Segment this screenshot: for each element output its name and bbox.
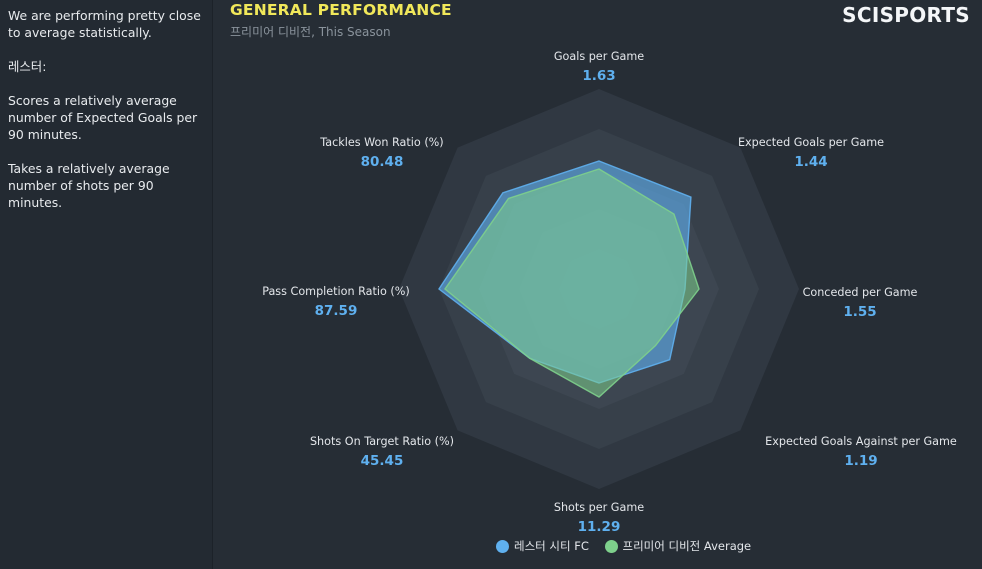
axis-value: 1.19 xyxy=(844,453,877,469)
team-heading: 레스터: xyxy=(8,59,47,74)
radar-series-average xyxy=(444,168,700,398)
sidebar: We are performing pretty close to averag… xyxy=(0,0,213,569)
legend-average-label: 프리미어 디비전 Average xyxy=(622,539,752,553)
axis-label: Shots On Target Ratio (%) xyxy=(310,435,454,448)
shots-insight-text: Takes a relatively average number of sho… xyxy=(8,161,170,210)
axis-label: Pass Completion Ratio (%) xyxy=(262,285,410,298)
chart-title: GENERAL PERFORMANCE xyxy=(230,1,452,19)
scisports-logo: SCISPORTS xyxy=(842,3,970,27)
axis-label: Conceded per Game xyxy=(803,286,918,299)
axis-value: 87.59 xyxy=(315,303,358,319)
legend-item-average[interactable]: 프리미어 디비전 Average xyxy=(604,538,752,554)
axis-label: Shots per Game xyxy=(554,501,644,514)
legend-item-team[interactable]: 레스터 시티 FC xyxy=(496,538,589,554)
axis-value: 45.45 xyxy=(361,453,404,469)
axis-value: 80.48 xyxy=(361,154,404,170)
axis-value: 1.44 xyxy=(794,154,827,170)
radar-chart: Goals per Game 1.63 Expected Goals per Gam… xyxy=(262,50,957,535)
chart-subtitle: 프리미어 디비전, This Season xyxy=(230,25,391,39)
summary-text: We are performing pretty close to averag… xyxy=(8,8,201,40)
axis-value: 1.63 xyxy=(582,68,615,84)
legend-team-marker-icon xyxy=(496,539,509,553)
axis-label: Tackles Won Ratio (%) xyxy=(319,136,443,149)
chart-panel: GENERAL PERFORMANCE 프리미어 디비전, This Seaso… xyxy=(214,0,982,569)
axis-label: Goals per Game xyxy=(554,50,644,63)
axis-label: Expected Goals per Game xyxy=(738,136,884,149)
axis-label: Expected Goals Against per Game xyxy=(765,435,957,448)
xg-insight-text: Scores a relatively average number of Ex… xyxy=(8,93,198,142)
axis-value: 11.29 xyxy=(578,519,621,535)
chart-legend: 레스터 시티 FC 프리미어 디비전 Average xyxy=(496,538,763,556)
axis-value: 1.55 xyxy=(843,304,876,320)
legend-average-marker-icon xyxy=(604,539,618,553)
legend-team-label: 레스터 시티 FC xyxy=(514,539,589,553)
